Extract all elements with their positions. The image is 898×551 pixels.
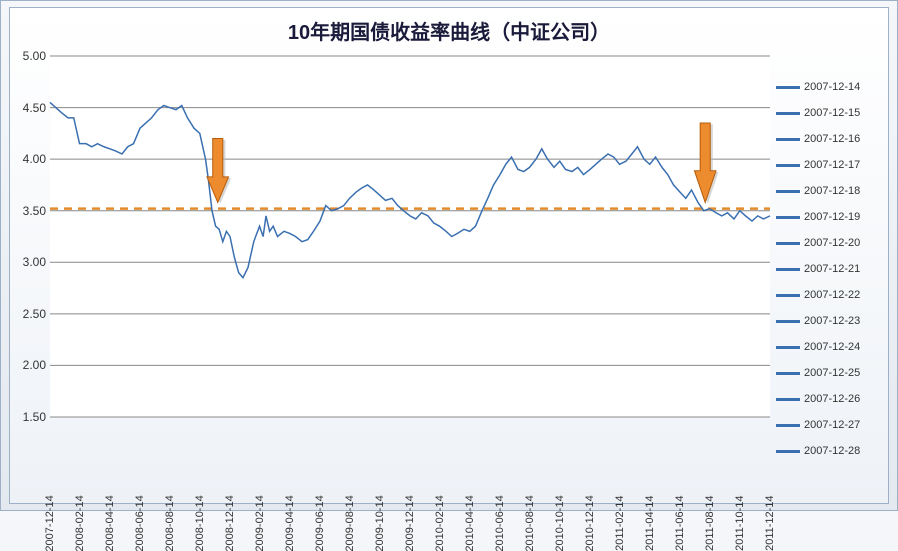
legend-label: 2007-12-24 <box>804 341 860 353</box>
x-tick-label: 2009-08-14 <box>344 495 356 551</box>
yield-curve-line <box>50 102 770 277</box>
plot-svg <box>50 56 770 417</box>
x-axis: 2007-12-142008-02-142008-04-142008-06-14… <box>50 417 770 503</box>
legend-item: 2007-12-17 <box>776 158 880 172</box>
x-tick-label: 2009-04-14 <box>284 495 296 551</box>
legend-item: 2007-12-19 <box>776 210 880 224</box>
legend-item: 2007-12-25 <box>776 366 880 380</box>
x-tick-label: 2011-08-14 <box>704 495 716 550</box>
legend-label: 2007-12-20 <box>804 237 860 249</box>
x-tick-label: 2008-08-14 <box>164 495 176 551</box>
x-tick-label: 2008-12-14 <box>224 495 236 551</box>
legend-line-icon <box>776 138 800 141</box>
legend-label: 2007-12-15 <box>804 107 860 119</box>
x-tick-label: 2008-06-14 <box>134 495 146 551</box>
x-tick-label: 2009-10-14 <box>374 495 386 551</box>
legend-line-icon <box>776 450 800 453</box>
legend-line-icon <box>776 320 800 323</box>
y-axis: 1.502.002.503.003.504.004.505.00 <box>10 56 50 417</box>
legend-line-icon <box>776 294 800 297</box>
legend-line-icon <box>776 190 800 193</box>
chart-container: 10年期国债收益率曲线（中证公司） 1.50 2.00 2.50 3.00 3.50 4.… <box>9 7 889 504</box>
x-tick-label: 2007-12-14 <box>44 495 56 551</box>
x-tick-label: 2010-10-14 <box>554 495 566 551</box>
legend-line-icon <box>776 424 800 427</box>
y-tick-label: 4.50 <box>23 101 46 115</box>
legend-label: 2007-12-28 <box>804 445 860 457</box>
legend-item: 2007-12-28 <box>776 444 880 458</box>
legend-line-icon <box>776 346 800 349</box>
y-tick-label: 3.50 <box>23 204 46 218</box>
x-tick-label: 2008-10-14 <box>194 495 206 551</box>
y-tick-label: 2.00 <box>23 358 46 372</box>
legend-item: 2007-12-26 <box>776 392 880 406</box>
legend-item: 2007-12-16 <box>776 132 880 146</box>
x-tick-label: 2010-06-14 <box>494 495 506 551</box>
y-tick-label: 2.50 <box>23 307 46 321</box>
legend-item: 2007-12-15 <box>776 106 880 120</box>
x-tick-label: 2011-10-14 <box>734 495 746 550</box>
y-tick-label: 3.00 <box>23 255 46 269</box>
legend-item: 2007-12-21 <box>776 262 880 276</box>
legend-line-icon <box>776 398 800 401</box>
legend-label: 2007-12-16 <box>804 133 860 145</box>
x-tick-label: 2009-02-14 <box>254 495 266 551</box>
legend-line-icon <box>776 216 800 219</box>
x-tick-label: 2011-02-14 <box>614 495 626 550</box>
plot-area <box>50 56 770 417</box>
legend-label: 2007-12-26 <box>804 393 860 405</box>
legend-label: 2007-12-19 <box>804 211 860 223</box>
legend-line-icon <box>776 112 800 115</box>
x-tick-label: 2009-06-14 <box>314 495 326 551</box>
y-tick-label: 5.00 <box>23 49 46 63</box>
legend-item: 2007-12-27 <box>776 418 880 432</box>
legend-label: 2007-12-21 <box>804 263 860 275</box>
legend-item: 2007-12-18 <box>776 184 880 198</box>
legend-label: 2007-12-27 <box>804 419 860 431</box>
x-tick-label: 2010-08-14 <box>524 495 536 551</box>
legend-line-icon <box>776 372 800 375</box>
legend-item: 2007-12-24 <box>776 340 880 354</box>
legend-item: 2007-12-14 <box>776 80 880 94</box>
x-tick-label: 2011-06-14 <box>674 495 686 550</box>
legend: 2007-12-14 2007-12-15 2007-12-16 2007-12-17… <box>776 80 880 470</box>
legend-label: 2007-12-17 <box>804 159 860 171</box>
legend-line-icon <box>776 164 800 167</box>
x-tick-label: 2010-04-14 <box>464 495 476 551</box>
legend-label: 2007-12-25 <box>804 367 860 379</box>
x-tick-label: 2009-12-14 <box>404 495 416 551</box>
legend-label: 2007-12-18 <box>804 185 860 197</box>
y-tick-label: 1.50 <box>23 410 46 424</box>
x-tick-label: 2011-12-14 <box>764 495 776 550</box>
legend-label: 2007-12-22 <box>804 289 860 301</box>
y-tick-label: 4.00 <box>23 152 46 166</box>
legend-item: 2007-12-20 <box>776 236 880 250</box>
legend-line-icon <box>776 268 800 271</box>
legend-item: 2007-12-22 <box>776 288 880 302</box>
legend-item: 2007-12-23 <box>776 314 880 328</box>
legend-line-icon <box>776 242 800 245</box>
x-tick-label: 2008-02-14 <box>74 495 86 551</box>
chart-title: 10年期国债收益率曲线（中证公司） <box>10 8 888 49</box>
x-tick-label: 2008-04-14 <box>104 495 116 551</box>
x-tick-label: 2011-04-14 <box>644 495 656 550</box>
legend-label: 2007-12-14 <box>804 81 860 93</box>
x-tick-label: 2010-12-14 <box>584 495 596 551</box>
legend-line-icon <box>776 86 800 89</box>
x-tick-label: 2010-02-14 <box>434 495 446 551</box>
legend-label: 2007-12-23 <box>804 315 860 327</box>
